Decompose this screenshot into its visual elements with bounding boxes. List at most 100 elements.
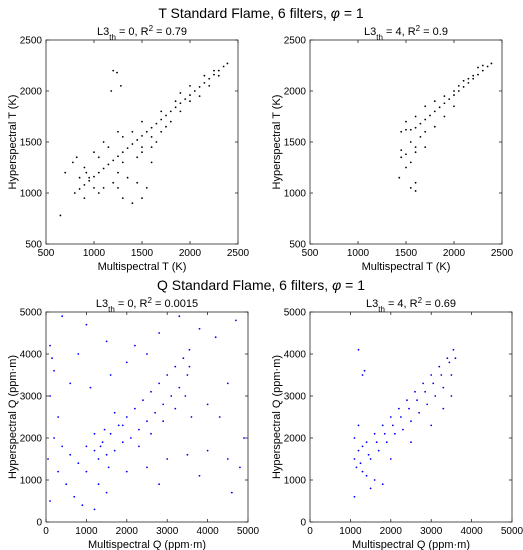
- scatter-point: [373, 479, 376, 481]
- x-tick-label: 0: [307, 526, 313, 537]
- y-tick-label: 500: [25, 240, 42, 251]
- scatter-point: [178, 315, 181, 318]
- chart-panel-2: 500 1000 1500 2000 2500 500 1000 1500 2000 2500 L3…: [271, 24, 514, 274]
- scatter-point: [457, 90, 460, 92]
- scatter-point: [116, 71, 118, 74]
- scatter-point: [203, 74, 206, 77]
- scatter-point: [81, 504, 84, 507]
- scatter-point: [414, 181, 417, 184]
- scatter-point: [49, 344, 51, 347]
- chart-title: L3th = 0, R2 = 0.0015: [96, 296, 198, 314]
- scatter-point: [136, 181, 139, 184]
- x-tick-label: 2000: [380, 526, 403, 537]
- scatter-point: [467, 81, 470, 84]
- scatter-point: [117, 130, 119, 133]
- scatter-point: [383, 432, 386, 435]
- scatter-point: [73, 495, 76, 498]
- scatter-point: [136, 156, 139, 159]
- y-tick-label: 2000: [20, 87, 43, 98]
- scatter-point: [353, 437, 356, 439]
- scatter-point: [184, 98, 187, 101]
- scatter-point: [77, 462, 80, 465]
- scatter-point: [409, 161, 412, 164]
- scatter-point: [226, 458, 229, 460]
- scatter-point: [155, 122, 158, 125]
- scatter-point: [452, 348, 455, 351]
- scatter-point: [433, 125, 436, 128]
- scatter-point: [416, 399, 418, 402]
- scatter-point: [472, 77, 475, 80]
- scatter-point: [179, 102, 182, 105]
- scatter-point: [93, 449, 96, 452]
- scatter-point: [112, 69, 115, 72]
- x-tick-label: 5000: [501, 526, 523, 537]
- scatter-point: [353, 458, 356, 460]
- x-tick-label: 500: [302, 248, 319, 259]
- scatter-point: [369, 458, 372, 460]
- scatter-point: [391, 424, 394, 427]
- scatter-point: [353, 495, 356, 498]
- x-tick-label: 5000: [237, 526, 260, 537]
- scatter-point: [481, 69, 484, 72]
- scatter-point: [433, 110, 436, 113]
- scatter-point: [218, 416, 221, 418]
- scatter-point: [434, 395, 437, 397]
- scatter-point: [102, 141, 105, 143]
- scatter-point: [121, 197, 124, 200]
- scatter-point: [414, 190, 417, 192]
- scatter-point: [141, 146, 143, 149]
- scatter-point: [424, 390, 427, 393]
- y-axis-label: Hyperspectral T (K): [7, 95, 19, 190]
- section-title-top: T Standard Flame, 6 filters, φ = 1: [158, 5, 364, 21]
- chart-panel-1: 500 1000 1500 2000 2500 500 1000 1500 2000 2500 L3…: [7, 24, 250, 274]
- scatter-point: [155, 141, 158, 143]
- x-tick-label: 1000: [347, 248, 370, 259]
- scatter-point: [121, 441, 124, 444]
- scatter-point: [361, 374, 364, 376]
- scatter-point: [146, 353, 148, 355]
- scatter-point: [400, 130, 403, 133]
- scatter-point: [117, 187, 119, 189]
- scatter-point: [477, 66, 479, 69]
- scatter-point: [359, 462, 362, 465]
- scatter-point: [145, 130, 148, 133]
- scatter-point: [198, 95, 201, 97]
- scatter-point: [409, 128, 412, 131]
- scatter-point: [405, 120, 407, 123]
- x-tick-label: 2000: [116, 526, 139, 537]
- x-tick-label: 2000: [179, 248, 202, 259]
- scatter-point: [424, 118, 427, 121]
- scatter-point: [446, 357, 449, 360]
- scatter-point: [150, 136, 153, 138]
- scatter-point: [170, 395, 173, 397]
- scatter-point: [174, 100, 177, 103]
- scatter-point: [367, 453, 370, 456]
- chart-title: L3th = 0, R2 = 0.79: [97, 24, 187, 42]
- scatter-point: [158, 483, 161, 486]
- scatter-point: [363, 369, 366, 372]
- scatter-point: [198, 327, 201, 330]
- scatter-point: [189, 94, 191, 96]
- scatter-point: [69, 382, 72, 385]
- chart-title: L3th = 4, R2 = 0.69: [366, 296, 456, 314]
- scatter-point: [213, 69, 215, 72]
- scatter-point: [365, 474, 368, 477]
- x-tick-label: 2000: [443, 248, 466, 259]
- scatter-point: [389, 416, 392, 418]
- y-tick-label: 1500: [20, 138, 43, 149]
- y-tick-label: 5000: [20, 308, 43, 319]
- scatter-point: [430, 424, 433, 427]
- scatter-point: [426, 403, 429, 406]
- scatter-point: [57, 470, 60, 473]
- x-axis-label: Multispectral Q (ppm·m): [88, 539, 206, 550]
- scatter-point: [381, 424, 384, 427]
- scatter-point: [138, 428, 140, 431]
- scatter-point: [110, 90, 113, 92]
- scatter-point: [400, 156, 403, 159]
- scatter-point: [389, 458, 392, 460]
- scatter-point: [398, 176, 401, 179]
- scatter-point: [438, 106, 441, 109]
- scatter-point: [107, 146, 110, 149]
- scatter-point: [117, 155, 119, 158]
- scatter-point: [243, 437, 245, 439]
